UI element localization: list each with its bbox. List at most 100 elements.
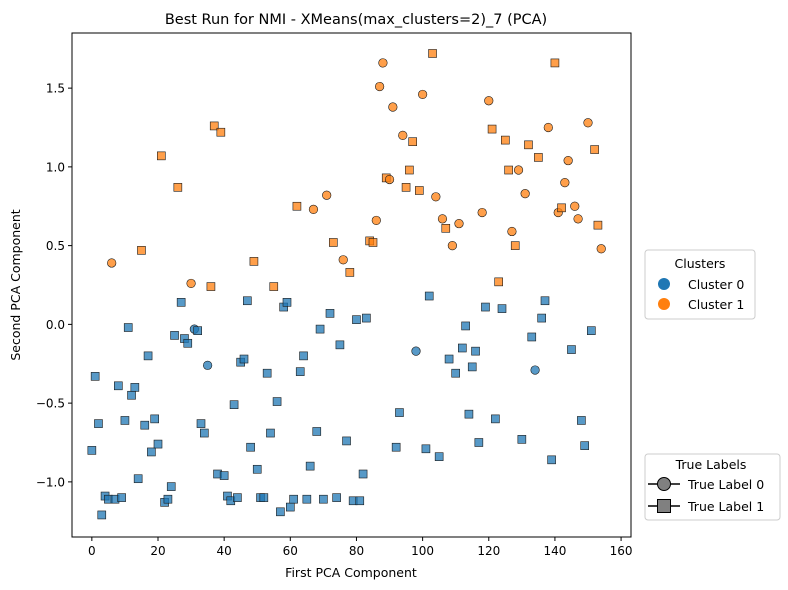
data-point-131 bbox=[520, 189, 530, 199]
true-labels-legend: True Labels True Label 0 True Label 1 bbox=[644, 453, 781, 521]
y-axis-label: Second PCA Component bbox=[8, 209, 23, 360]
cluster-1-legend-label: Cluster 1 bbox=[688, 297, 744, 312]
data-point-133 bbox=[527, 332, 537, 342]
data-point-142 bbox=[557, 203, 566, 213]
data-point-146 bbox=[570, 201, 580, 211]
x-tick-label: 80 bbox=[349, 544, 364, 558]
data-point-143 bbox=[560, 178, 570, 188]
data-point-15 bbox=[137, 246, 146, 255]
y-tick-label: −0.5 bbox=[36, 397, 65, 411]
data-point-77 bbox=[342, 436, 351, 446]
data-point-136 bbox=[537, 313, 546, 323]
data-point-114 bbox=[464, 409, 474, 419]
data-point-13 bbox=[130, 383, 140, 392]
data-point-63 bbox=[295, 367, 305, 376]
data-point-101 bbox=[421, 444, 431, 454]
data-point-56 bbox=[272, 397, 282, 406]
data-point-76 bbox=[338, 255, 348, 265]
y-tick-label: 1.5 bbox=[46, 82, 65, 96]
data-point-19 bbox=[150, 414, 159, 424]
data-point-86 bbox=[371, 215, 381, 226]
data-point-123 bbox=[494, 277, 503, 287]
x-tick-label: 140 bbox=[543, 544, 566, 558]
data-point-83 bbox=[362, 313, 371, 323]
data-point-108 bbox=[444, 354, 454, 364]
data-point-82 bbox=[358, 469, 368, 479]
data-point-140 bbox=[550, 58, 560, 68]
data-point-37 bbox=[209, 121, 219, 131]
data-point-98 bbox=[411, 346, 421, 356]
data-point-93 bbox=[395, 408, 404, 417]
y-tick-label: 1.0 bbox=[46, 160, 65, 174]
circle-marker-icon bbox=[657, 477, 671, 491]
clusters-legend: Clusters Cluster 0 Cluster 1 bbox=[644, 249, 756, 320]
data-point-104 bbox=[431, 192, 441, 202]
data-point-148 bbox=[577, 416, 586, 425]
data-point-81 bbox=[355, 496, 365, 506]
x-tick-label: 60 bbox=[283, 544, 298, 558]
data-point-110 bbox=[451, 368, 460, 378]
data-point-102 bbox=[424, 291, 434, 301]
data-point-138 bbox=[543, 122, 553, 133]
data-point-39 bbox=[216, 127, 226, 137]
data-point-55 bbox=[269, 282, 279, 291]
y-tick-label: −1.0 bbox=[36, 475, 65, 489]
data-point-49 bbox=[249, 257, 259, 266]
data-point-26 bbox=[173, 183, 183, 192]
data-point-117 bbox=[474, 438, 484, 447]
data-point-8 bbox=[114, 381, 123, 391]
clusters-legend-frame bbox=[644, 249, 756, 320]
data-point-103 bbox=[428, 49, 437, 58]
data-point-78 bbox=[345, 268, 355, 277]
data-point-120 bbox=[484, 96, 494, 106]
data-point-135 bbox=[534, 153, 543, 162]
data-point-153 bbox=[593, 220, 603, 230]
data-point-46 bbox=[239, 354, 249, 364]
data-point-88 bbox=[378, 58, 388, 68]
data-point-72 bbox=[325, 309, 335, 318]
data-point-32 bbox=[193, 326, 202, 335]
data-point-145 bbox=[567, 345, 576, 354]
data-point-94 bbox=[398, 130, 408, 140]
chart-title: Best Run for NMI - XMeans(max_clusters=2… bbox=[165, 12, 547, 28]
data-point-33 bbox=[196, 419, 206, 428]
x-tick-label: 100 bbox=[411, 544, 434, 558]
data-point-35 bbox=[203, 360, 213, 370]
data-point-126 bbox=[504, 165, 513, 175]
data-point-92 bbox=[391, 442, 401, 452]
data-point-66 bbox=[305, 461, 315, 471]
data-point-119 bbox=[481, 302, 490, 312]
clusters-legend-title: Clusters bbox=[675, 256, 726, 271]
data-point-118 bbox=[477, 207, 487, 218]
data-point-71 bbox=[322, 190, 332, 200]
cluster-0-legend-label: Cluster 0 bbox=[688, 277, 744, 292]
data-point-139 bbox=[547, 455, 556, 465]
x-axis-ticks: 0 20 40 60 80 100 120 140 160 bbox=[88, 537, 633, 558]
data-point-151 bbox=[587, 326, 596, 335]
x-tick-label: 0 bbox=[88, 544, 96, 558]
true-labels-legend-title: True Labels bbox=[675, 457, 747, 472]
y-axis-ticks: −1.0 −0.5 0.0 0.5 1.0 1.5 bbox=[36, 82, 72, 489]
data-point-9 bbox=[117, 493, 126, 502]
data-point-53 bbox=[262, 368, 272, 378]
data-point-23 bbox=[163, 494, 173, 504]
data-point-24 bbox=[166, 482, 176, 491]
data-point-124 bbox=[497, 304, 507, 313]
data-point-16 bbox=[140, 420, 150, 430]
data-point-54 bbox=[266, 428, 275, 438]
data-point-107 bbox=[441, 224, 451, 233]
data-point-154 bbox=[596, 244, 606, 254]
x-tick-label: 20 bbox=[150, 544, 165, 558]
data-point-61 bbox=[289, 494, 298, 504]
data-point-64 bbox=[299, 351, 308, 361]
data-point-0 bbox=[87, 446, 97, 455]
data-point-150 bbox=[583, 118, 593, 128]
data-point-116 bbox=[471, 346, 480, 356]
data-point-149 bbox=[580, 441, 589, 450]
data-point-44 bbox=[233, 493, 242, 502]
data-point-106 bbox=[437, 214, 448, 224]
data-point-20 bbox=[153, 439, 163, 449]
data-point-127 bbox=[507, 226, 517, 237]
data-point-47 bbox=[243, 296, 252, 306]
